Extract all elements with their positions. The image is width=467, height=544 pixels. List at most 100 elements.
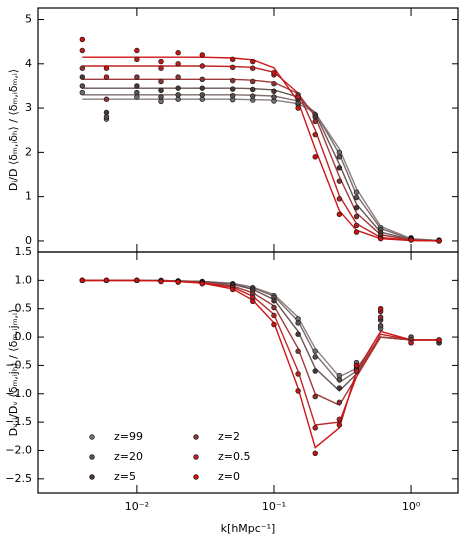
data-point — [436, 337, 442, 343]
data-point — [271, 88, 277, 94]
data-point — [134, 74, 140, 80]
data-point — [408, 237, 414, 243]
data-point — [250, 78, 256, 85]
x-axis-label: k[hMpc⁻¹] — [221, 522, 276, 535]
x-tick-label: 10⁰ — [402, 500, 421, 513]
fit-line — [82, 279, 439, 449]
data-point — [312, 114, 318, 120]
fit-line — [82, 65, 440, 242]
fit-line — [82, 87, 440, 242]
data-point — [336, 422, 343, 428]
legend-marker — [89, 454, 95, 460]
data-point — [229, 86, 236, 92]
data-point — [79, 277, 86, 284]
legend-marker — [193, 454, 199, 460]
y-tick-label: −1.5 — [5, 415, 32, 428]
fit-line — [82, 279, 439, 407]
data-point — [377, 314, 384, 320]
data-point — [175, 92, 181, 98]
data-point — [199, 85, 205, 91]
y-axis-label: Dᵢ/D ⟨δₘ,ᵢδₕ⟩ / ⟨δₘ,ᵢδₘ,ᵢ⟩ — [7, 69, 20, 191]
data-point — [353, 205, 360, 211]
data-point — [312, 425, 318, 431]
plot-frame — [37, 7, 459, 253]
data-point — [103, 109, 110, 116]
y-tick-label: −2.5 — [5, 472, 32, 485]
fit-line — [82, 279, 439, 378]
data-point — [79, 47, 86, 54]
data-point — [79, 74, 86, 80]
data-point — [336, 376, 343, 383]
data-point — [134, 83, 140, 89]
data-point — [199, 63, 205, 69]
legend-marker — [89, 474, 95, 480]
data-point — [336, 196, 343, 202]
data-point — [199, 96, 205, 102]
data-point — [295, 94, 301, 100]
data-point — [271, 94, 277, 100]
y-tick-label: 0.0 — [15, 330, 33, 343]
x-tick-label: 10⁻¹ — [262, 500, 286, 513]
data-point — [377, 236, 384, 242]
y-tick-label: 5 — [25, 13, 32, 26]
data-point — [336, 211, 343, 218]
data-point — [353, 213, 360, 220]
data-point — [229, 77, 236, 84]
y-tick-label: 1 — [25, 190, 32, 203]
data-point — [271, 81, 277, 87]
legend-marker — [193, 434, 199, 440]
plot-area — [79, 36, 442, 244]
legend-label: z=0 — [218, 470, 240, 483]
data-point — [353, 189, 360, 195]
data-point — [250, 86, 256, 93]
data-point — [229, 286, 236, 293]
data-point — [353, 368, 360, 374]
y-tick-label: −1.0 — [5, 387, 32, 400]
legend-marker — [89, 434, 95, 440]
data-point — [312, 154, 318, 160]
data-point — [312, 450, 318, 457]
data-point — [229, 64, 236, 71]
data-point — [250, 65, 256, 71]
data-point — [134, 89, 140, 96]
data-point — [134, 94, 140, 100]
y-tick-label: −0.5 — [5, 358, 32, 371]
y-tick-label: 0 — [25, 234, 32, 247]
data-point — [250, 58, 256, 65]
data-point — [312, 131, 318, 138]
data-point — [103, 114, 110, 120]
data-point — [79, 36, 86, 43]
data-point — [336, 154, 343, 160]
data-point — [353, 229, 360, 235]
fit-line — [82, 56, 440, 242]
data-point — [336, 416, 343, 422]
data-point — [158, 278, 164, 285]
data-point — [312, 118, 318, 125]
data-point — [353, 222, 360, 229]
data-point — [377, 323, 384, 329]
fit-line — [82, 94, 440, 242]
data-point — [353, 194, 360, 201]
data-point — [158, 58, 164, 65]
x-tick-label: 10⁻² — [125, 500, 149, 513]
y-tick-label: 2 — [25, 145, 32, 158]
data-point — [295, 105, 301, 111]
data-point — [79, 89, 86, 96]
data-point — [312, 393, 318, 400]
data-point — [175, 85, 181, 91]
data-point — [158, 65, 164, 71]
y-tick-label: 3 — [25, 101, 32, 114]
data-point — [103, 65, 110, 71]
data-point — [250, 298, 256, 305]
data-point — [175, 96, 181, 102]
data-point — [199, 52, 205, 58]
data-point — [103, 74, 110, 80]
data-point — [336, 165, 343, 171]
data-point — [408, 340, 414, 346]
data-point — [336, 385, 343, 391]
data-point — [134, 56, 140, 63]
data-point — [134, 47, 140, 54]
y-tick-label: 4 — [25, 57, 32, 70]
data-point — [158, 98, 164, 105]
